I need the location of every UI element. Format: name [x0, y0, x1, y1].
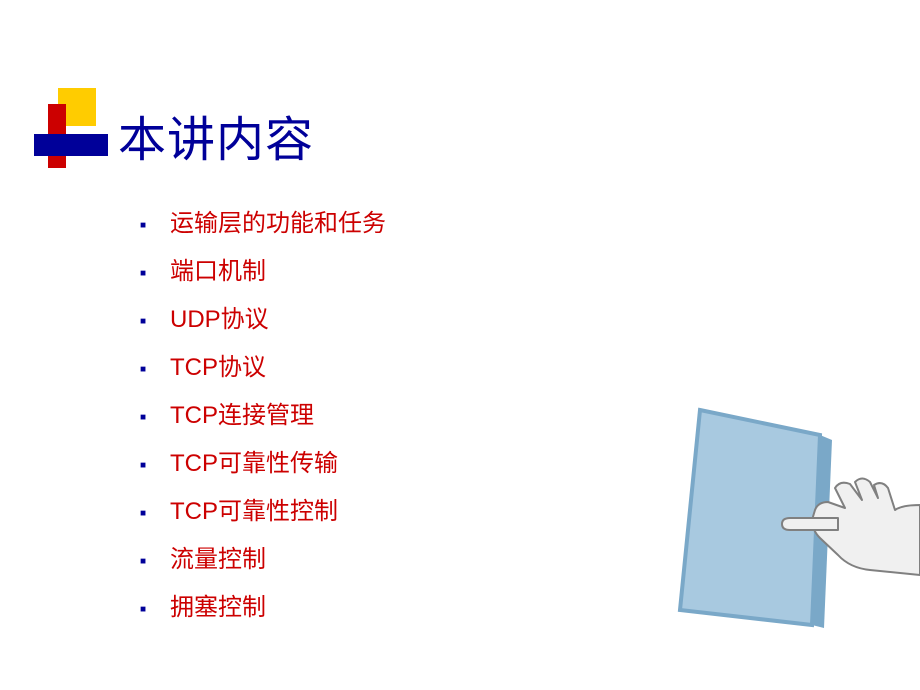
list-item: UDP协议 [140, 296, 386, 344]
title-decoration [34, 88, 104, 168]
list-item-text: 运输层的功能和任务 [170, 210, 386, 237]
list-item: 拥塞控制 [140, 584, 386, 632]
list-item-text: TCP连接管理 [170, 402, 314, 429]
list-item: 流量控制 [140, 536, 386, 584]
list-item: TCP协议 [140, 344, 386, 392]
slide-title: 本讲内容 [118, 100, 314, 170]
list-item-text: 端口机制 [170, 258, 266, 285]
list-item-text: TCP可靠性传输 [170, 450, 338, 477]
list-item-text: TCP可靠性控制 [170, 498, 338, 525]
list-item: 端口机制 [140, 248, 386, 296]
list-item: TCP可靠性控制 [140, 488, 386, 536]
deco-blue-bar [34, 134, 108, 156]
list-item: 运输层的功能和任务 [140, 200, 386, 248]
content-list: 运输层的功能和任务 端口机制 UDP协议 TCP协议 TCP连接管理 TCP可靠… [140, 200, 386, 632]
list-item: TCP连接管理 [140, 392, 386, 440]
list-item-text: TCP协议 [170, 354, 266, 381]
touchscreen-illustration [640, 390, 920, 650]
list-item-text: 流量控制 [170, 546, 266, 573]
list-item-text: 拥塞控制 [170, 594, 266, 621]
list-item: TCP可靠性传输 [140, 440, 386, 488]
list-item-text: UDP协议 [170, 306, 269, 333]
